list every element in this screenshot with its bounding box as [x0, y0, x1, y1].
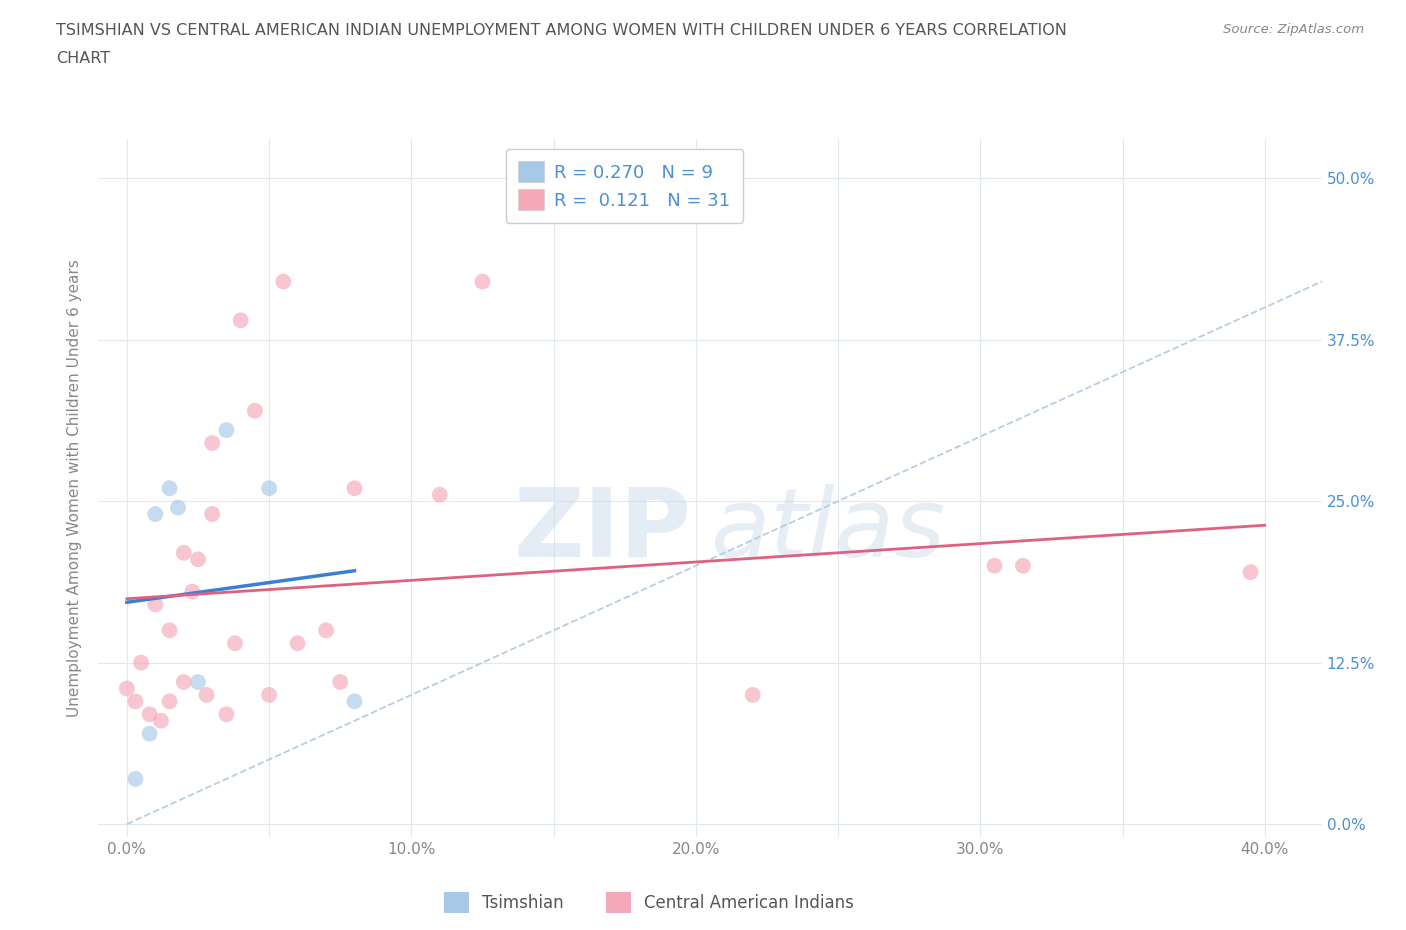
Point [983, 558, 1005, 573]
Point [124, 694, 146, 709]
Point [741, 687, 763, 702]
Point [273, 274, 295, 289]
Point [257, 687, 280, 702]
Point [159, 481, 181, 496]
Text: Source: ZipAtlas.com: Source: ZipAtlas.com [1223, 23, 1364, 36]
Point [215, 422, 238, 438]
Point [315, 623, 337, 638]
Point [143, 597, 166, 612]
Point [224, 636, 246, 651]
Point [343, 481, 366, 496]
Point [429, 487, 451, 502]
Point [287, 636, 309, 651]
Point [115, 681, 138, 696]
Point [173, 545, 195, 560]
Point [138, 726, 160, 741]
Point [195, 687, 218, 702]
Point [329, 674, 352, 689]
Point [159, 694, 181, 709]
Point [201, 435, 224, 450]
Point [187, 674, 209, 689]
Text: ZIP: ZIP [513, 484, 692, 577]
Point [181, 584, 204, 599]
Y-axis label: Unemployment Among Women with Children Under 6 years: Unemployment Among Women with Children U… [67, 259, 83, 717]
Point [173, 674, 195, 689]
Point [159, 623, 181, 638]
Text: CHART: CHART [56, 51, 110, 66]
Point [143, 507, 166, 522]
Point [167, 500, 190, 515]
Point [243, 404, 266, 418]
Point [471, 274, 494, 289]
Point [124, 772, 146, 787]
Point [215, 707, 238, 722]
Point [1012, 558, 1035, 573]
Point [1239, 565, 1261, 579]
Point [129, 656, 152, 671]
Point [138, 707, 160, 722]
Point [187, 551, 209, 566]
Point [201, 507, 224, 522]
Legend: Tsimshian, Central American Indians: Tsimshian, Central American Indians [437, 885, 860, 920]
Text: TSIMSHIAN VS CENTRAL AMERICAN INDIAN UNEMPLOYMENT AMONG WOMEN WITH CHILDREN UNDE: TSIMSHIAN VS CENTRAL AMERICAN INDIAN UNE… [56, 23, 1067, 38]
Point [150, 713, 173, 728]
Point [229, 312, 252, 327]
Point [343, 694, 366, 709]
Point [257, 481, 280, 496]
Text: atlas: atlas [710, 484, 945, 577]
